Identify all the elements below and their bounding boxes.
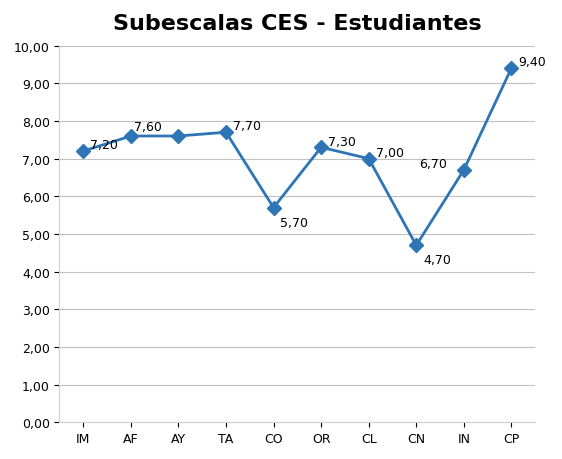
Text: 4,70: 4,70 <box>423 254 451 267</box>
Text: 5,70: 5,70 <box>280 216 309 229</box>
Text: 7,20: 7,20 <box>90 139 118 152</box>
Text: 7,30: 7,30 <box>328 135 356 148</box>
Text: 7,60: 7,60 <box>134 121 162 134</box>
Text: 7,00: 7,00 <box>375 146 404 159</box>
Text: 9,40: 9,40 <box>518 56 546 69</box>
Title: Subescalas CES - Estudiantes: Subescalas CES - Estudiantes <box>113 14 482 34</box>
Text: 6,70: 6,70 <box>419 158 447 171</box>
Text: 7,70: 7,70 <box>233 120 261 133</box>
